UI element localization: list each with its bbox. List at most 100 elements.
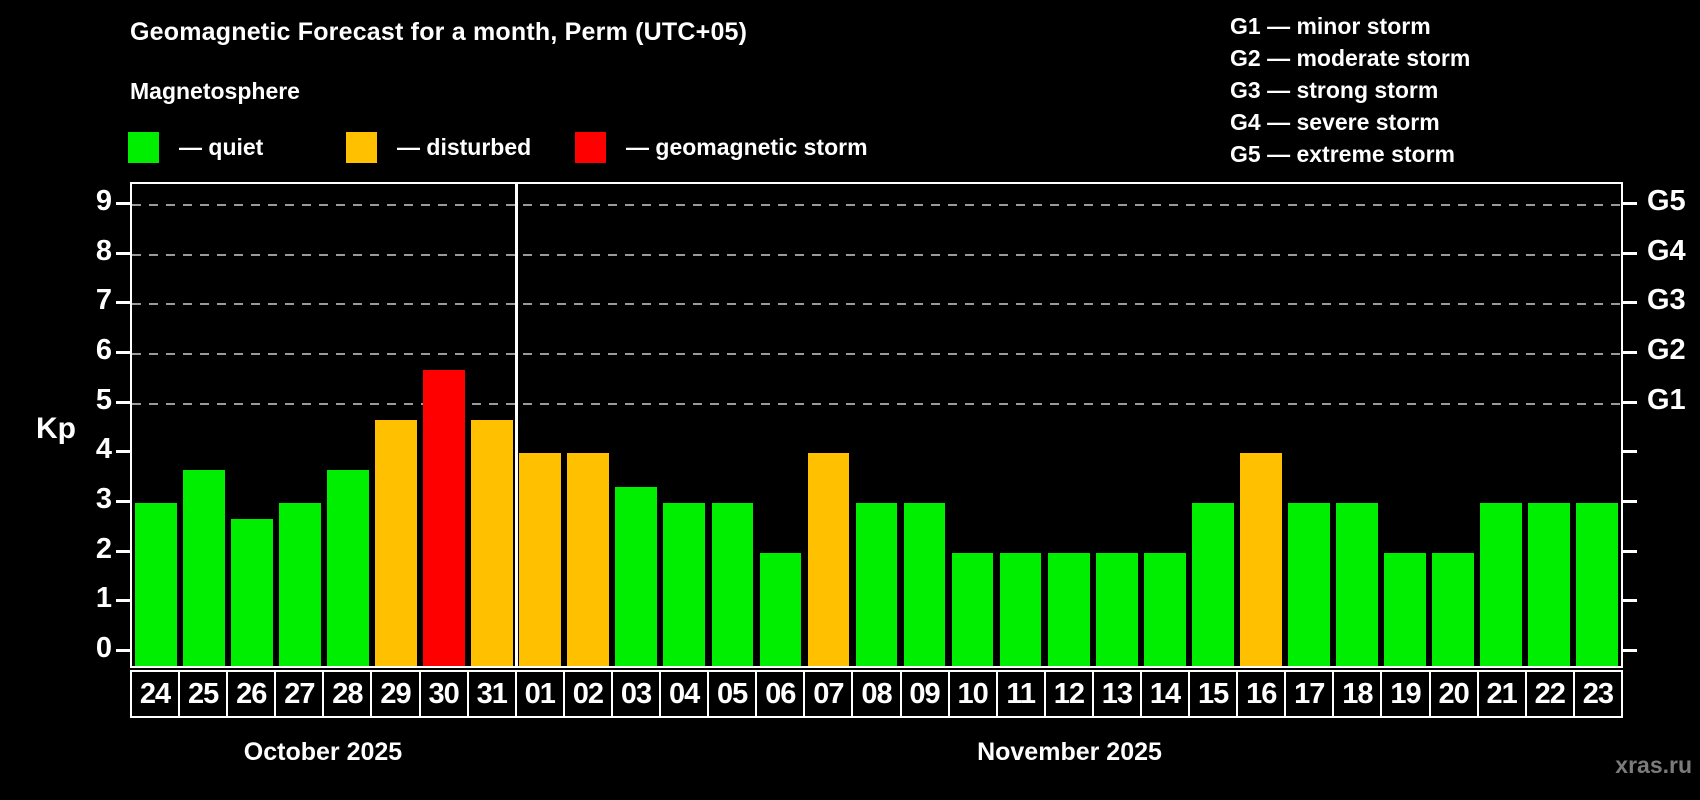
gridline-kp-5 [132, 402, 1621, 405]
day-label-04: 04 [661, 672, 710, 716]
day-label-16: 16 [1238, 672, 1287, 716]
kp-tick-label-9: 9 [95, 184, 112, 217]
watermark: xras.ru [1615, 752, 1692, 778]
kp-bar-day-30 [423, 370, 466, 666]
plot-area [130, 182, 1623, 668]
day-label-11: 11 [998, 672, 1046, 716]
kp-tick-label-1: 1 [95, 582, 112, 615]
kp-bar-day-27 [279, 503, 321, 666]
kp-bar-day-26 [231, 519, 273, 666]
left-axis-tick-kp-1 [116, 599, 130, 603]
right-axis-tick-kp-3 [1623, 499, 1637, 503]
day-label-17: 17 [1286, 672, 1335, 716]
kp-bar-day-13 [1095, 552, 1138, 666]
kp-bar-day-09 [903, 503, 946, 666]
left-axis-tick-kp-0 [116, 649, 130, 652]
day-label-29: 29 [372, 672, 421, 716]
legend-label-disturbed: — disturbed [397, 133, 532, 160]
month-separator-line [515, 184, 519, 666]
day-label-25: 25 [180, 672, 229, 716]
month-label-october: October 2025 [243, 738, 403, 766]
gridline-kp-6 [132, 352, 1621, 355]
left-axis-tick-kp-2 [116, 549, 130, 553]
kp-bar-day-05 [711, 503, 754, 666]
kp-bar-day-24 [135, 503, 177, 666]
storm-color-swatch-icon [575, 131, 606, 163]
kp-bar-day-22 [1528, 503, 1570, 666]
legend-item-disturbed: — disturbed [346, 130, 531, 164]
legend-item-quiet: — quiet [128, 130, 263, 164]
kp-bar-day-23 [1576, 503, 1618, 666]
left-axis-tick-kp-3 [116, 499, 130, 503]
kp-bar-day-16 [1239, 453, 1282, 666]
legend-label-storm: — geomagnetic storm [626, 133, 868, 160]
kp-bar-day-03 [615, 486, 658, 666]
disturbed-color-swatch-icon [346, 131, 377, 163]
right-axis-tick-kp-5 [1623, 400, 1637, 404]
day-label-21: 21 [1479, 672, 1527, 716]
kp-tick-label-3: 3 [95, 482, 112, 515]
right-axis-tick-kp-7 [1623, 301, 1637, 305]
kp-bar-day-25 [183, 469, 225, 666]
day-label-15: 15 [1190, 672, 1239, 716]
g-legend-line-g4: G4 — severe storm [1230, 109, 1440, 135]
day-label-07: 07 [805, 672, 854, 716]
kp-bar-day-15 [1191, 503, 1234, 666]
kp-tick-label-8: 8 [95, 234, 112, 267]
day-label-23: 23 [1582, 677, 1614, 710]
right-axis-tick-kp-2 [1623, 549, 1637, 553]
left-axis-tick-kp-4 [116, 450, 130, 454]
day-label-13: 13 [1094, 672, 1142, 716]
kp-bar-day-28 [327, 469, 370, 666]
left-axis-tick-kp-5 [116, 400, 130, 404]
kp-bar-day-29 [375, 420, 418, 666]
g-scale-label-g1: G1 [1647, 383, 1686, 416]
g-legend-line-g2: G2 — moderate storm [1230, 45, 1471, 71]
left-axis-tick-kp-8 [116, 251, 130, 255]
right-axis-tick-kp-8 [1623, 251, 1637, 255]
g-scale-label-g5: G5 [1647, 184, 1686, 217]
kp-bar-day-17 [1287, 503, 1330, 666]
chart-title: Geomagnetic Forecast for a month, Perm (… [130, 18, 748, 46]
quiet-color-swatch-icon [128, 131, 159, 163]
day-label-03: 03 [613, 672, 662, 716]
day-label-28: 28 [324, 672, 373, 716]
right-axis-tick-kp-1 [1623, 599, 1637, 603]
day-label-12: 12 [1046, 672, 1094, 716]
kp-tick-label-5: 5 [95, 383, 112, 416]
g-scale-label-g3: G3 [1647, 284, 1686, 317]
day-label-24: 24 [132, 672, 181, 716]
day-label-01: 01 [517, 672, 565, 716]
right-axis-tick-kp-6 [1623, 350, 1637, 354]
left-axis-tick-kp-7 [116, 301, 130, 305]
kp-tick-label-2: 2 [95, 532, 112, 565]
g-legend-line-g3: G3 — strong storm [1230, 77, 1439, 103]
g-scale-label-g4: G4 [1647, 234, 1686, 267]
kp-tick-label-4: 4 [95, 433, 112, 466]
day-label-10: 10 [950, 672, 998, 716]
left-axis-tick-kp-6 [116, 350, 130, 354]
kp-bar-day-31 [471, 420, 514, 666]
day-label-18: 18 [1334, 672, 1383, 716]
kp-bar-day-12 [1047, 552, 1090, 666]
day-label-22: 22 [1527, 672, 1575, 716]
g-legend-line-g5: G5 — extreme storm [1230, 141, 1455, 167]
legend-label-quiet: — quiet [179, 133, 264, 160]
kp-bar-day-18 [1335, 503, 1378, 666]
gridline-kp-7 [132, 303, 1621, 306]
left-axis-tick-kp-9 [116, 201, 130, 205]
day-label-20: 20 [1431, 672, 1479, 716]
kp-bar-day-19 [1383, 552, 1426, 666]
kp-axis-title: Kp [36, 412, 76, 445]
day-label-27: 27 [276, 672, 325, 716]
chart-subtitle: Magnetosphere [130, 78, 300, 104]
kp-bar-day-07 [807, 453, 850, 666]
day-label-31: 31 [469, 672, 517, 716]
right-axis-tick-kp-0 [1623, 649, 1637, 652]
right-axis-tick-kp-9 [1623, 201, 1637, 205]
kp-bar-day-08 [855, 503, 898, 666]
day-label-05: 05 [709, 672, 758, 716]
gridline-kp-8 [132, 253, 1621, 256]
gridline-kp-9 [132, 203, 1621, 206]
